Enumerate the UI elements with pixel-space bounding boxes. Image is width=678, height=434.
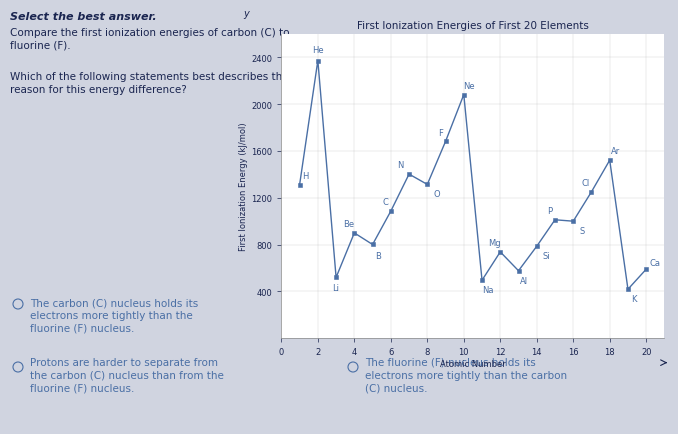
Text: Al: Al [520, 276, 528, 285]
Text: the carbon (C) nucleus than the: the carbon (C) nucleus than the [365, 310, 532, 320]
Text: S: S [580, 227, 585, 236]
Text: F: F [437, 128, 443, 137]
Text: The carbon (C) nucleus holds its: The carbon (C) nucleus holds its [30, 297, 198, 307]
Text: Compare the first ionization energies of carbon (C) to: Compare the first ionization energies of… [10, 28, 290, 38]
Text: Li: Li [333, 284, 340, 293]
Text: the carbon (C) nucleus than from the: the carbon (C) nucleus than from the [30, 370, 224, 380]
Title: First Ionization Energies of First 20 Elements: First Ionization Energies of First 20 El… [357, 21, 589, 31]
X-axis label: Atomic Number: Atomic Number [440, 359, 506, 368]
Text: C: C [382, 198, 388, 207]
Y-axis label: First Ionization Energy (kJ/mol): First Ionization Energy (kJ/mol) [239, 122, 248, 251]
Text: Which of the following statements best describes the: Which of the following statements best d… [10, 72, 289, 82]
Text: Protons are easier to separate from: Protons are easier to separate from [365, 297, 551, 307]
Text: K: K [631, 294, 636, 303]
Text: Na: Na [482, 286, 494, 294]
Text: y: y [243, 9, 249, 19]
Text: fluorine (F).: fluorine (F). [10, 41, 71, 51]
Text: Select the best answer.: Select the best answer. [10, 12, 157, 22]
Text: Si: Si [542, 252, 550, 260]
Text: Ar: Ar [611, 147, 620, 156]
Text: N: N [397, 161, 403, 170]
Text: fluorine (F) nucleus.: fluorine (F) nucleus. [30, 323, 134, 333]
Text: reason for this energy difference?: reason for this energy difference? [10, 85, 186, 95]
Text: fluorine (F) nucleus.: fluorine (F) nucleus. [30, 383, 134, 393]
Text: O: O [433, 190, 440, 199]
Text: B: B [375, 251, 381, 260]
Text: H: H [302, 171, 308, 181]
Text: electrons more tightly than the: electrons more tightly than the [30, 310, 193, 320]
Text: Protons are harder to separate from: Protons are harder to separate from [30, 357, 218, 367]
Text: The fluorine (F) nucleus holds its: The fluorine (F) nucleus holds its [365, 357, 536, 367]
Text: Mg: Mg [488, 238, 501, 247]
Text: Ne: Ne [464, 82, 475, 91]
Text: Be: Be [343, 220, 355, 228]
Text: He: He [312, 46, 323, 55]
Text: Ca: Ca [650, 258, 661, 267]
Text: electrons more tightly than the carbon: electrons more tightly than the carbon [365, 370, 567, 380]
Text: (C) nucleus.: (C) nucleus. [365, 383, 428, 393]
Text: Cl: Cl [582, 178, 590, 187]
Text: fluorine (F) nucleus.: fluorine (F) nucleus. [365, 323, 469, 333]
Text: P: P [547, 207, 552, 215]
